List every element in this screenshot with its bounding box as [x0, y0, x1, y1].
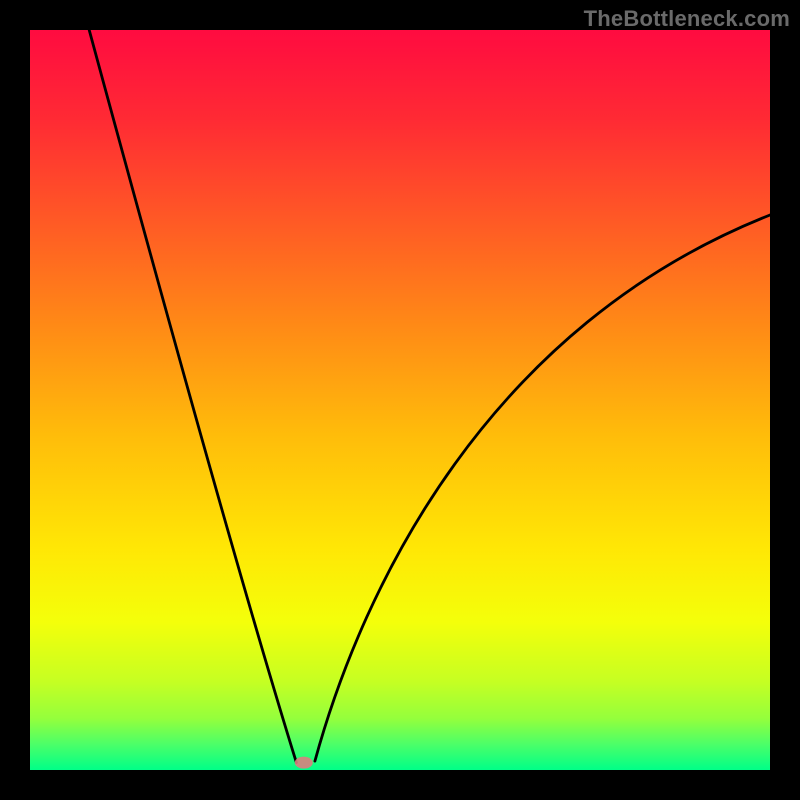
chart-frame: TheBottleneck.com [0, 0, 800, 800]
optimal-point-marker [295, 757, 313, 769]
gradient-background [30, 30, 770, 770]
watermark-text: TheBottleneck.com [584, 6, 790, 32]
bottleneck-chart [30, 30, 770, 770]
